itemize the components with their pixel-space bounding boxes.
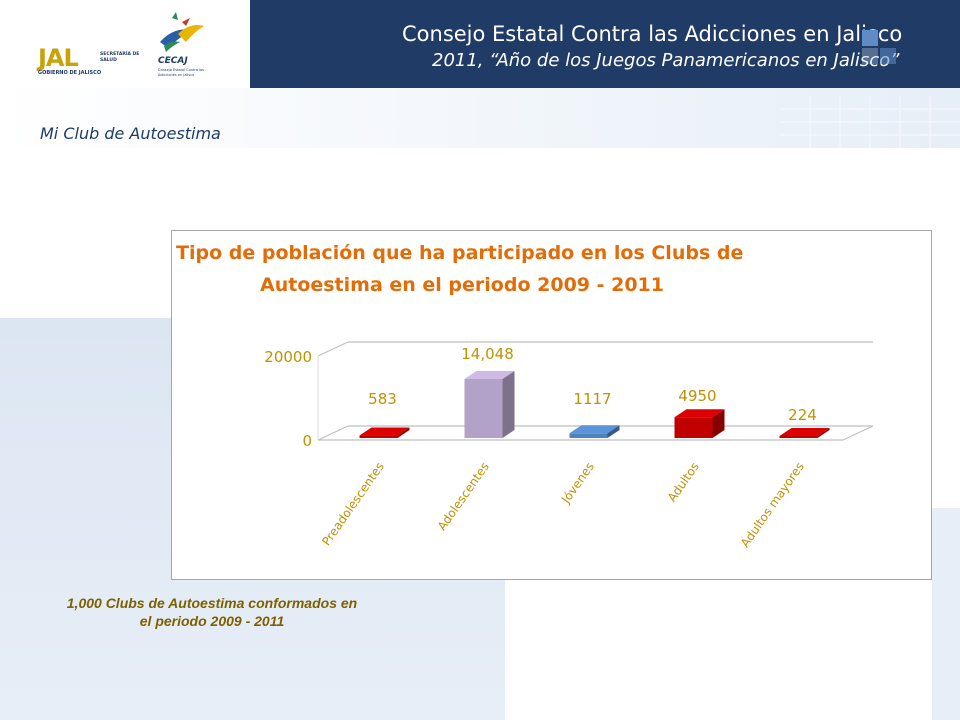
section-title: Mi Club de Autoestima (40, 124, 221, 143)
bar-top (569, 425, 620, 434)
y-tick-label: 0 (302, 432, 312, 450)
bar-top (779, 428, 830, 436)
chart-title-line1: Tipo de población que ha participado en … (176, 242, 744, 264)
bar-side (502, 370, 515, 438)
chart-title: Tipo de población que ha participado en … (176, 237, 896, 301)
x-tick-label: Adolescentes (435, 460, 492, 533)
section-band (0, 88, 960, 148)
bar (569, 433, 608, 438)
background-panel-right (932, 508, 960, 720)
logo-area: JAL SECRETARÍA DE SALUD GOBIERNO DE JALI… (0, 0, 250, 88)
bar-top (674, 409, 725, 418)
gridline-side (317, 425, 349, 441)
decor-square (862, 30, 878, 46)
bar-top (359, 427, 410, 436)
bar (674, 417, 713, 438)
bar-top (464, 370, 515, 379)
data-label: 1117 (573, 390, 611, 408)
decor-grid (780, 96, 960, 148)
x-tick-label: Preadolescentes (319, 460, 387, 549)
caption-text: 1,000 Clubs de Autoestima conformados en… (66, 595, 358, 629)
header-subtitle: 2011, “Año de los Juegos Panamericanos e… (432, 50, 900, 71)
data-label: 583 (368, 390, 397, 408)
floor-side-edge (842, 425, 874, 441)
decor-square (862, 48, 878, 64)
bar-side (397, 427, 410, 438)
data-label: 4950 (678, 387, 716, 405)
jal-logo-word: JAL (38, 44, 79, 72)
header-title: Consejo Estatal Contra las Adicciones en… (402, 22, 903, 46)
chart-title-line2: Autoestima en el periodo 2009 - 2011 (260, 274, 665, 296)
data-label: 14,048 (461, 345, 514, 363)
jal-logo-secretaria: SECRETARÍA DE SALUD (100, 52, 140, 63)
jal-logo-gobierno: GOBIERNO DE JALISCO (38, 70, 102, 76)
gridline-side (317, 341, 349, 357)
cecaj-bird-icon (160, 12, 204, 52)
x-tick-label: Adultos mayores (738, 460, 807, 550)
x-tick-label: Adultos (665, 460, 702, 505)
chart-frame (171, 230, 932, 580)
bar (464, 378, 503, 438)
cecaj-logo: CECAJ Consejo Estatal Contra las Adiccio… (150, 12, 230, 86)
cecaj-logo-sub: Consejo Estatal Contra las Adicciones en… (158, 68, 204, 77)
data-label: 224 (788, 406, 817, 424)
x-tick-label: Jóvenes (558, 460, 597, 507)
bar-side (712, 409, 725, 438)
bar-side (607, 425, 620, 438)
bar-chart: 0 20000 583 Preadolescentes 14,048 Adolescent… (264, 341, 874, 550)
jalisco-logo: JAL SECRETARÍA DE SALUD GOBIERNO DE JALI… (38, 44, 158, 84)
bar (359, 435, 398, 438)
bar-side (817, 428, 830, 438)
decor-square (880, 48, 896, 64)
y-tick-label: 20000 (264, 348, 312, 366)
bar (779, 436, 818, 438)
cecaj-logo-word: CECAJ (158, 56, 188, 66)
